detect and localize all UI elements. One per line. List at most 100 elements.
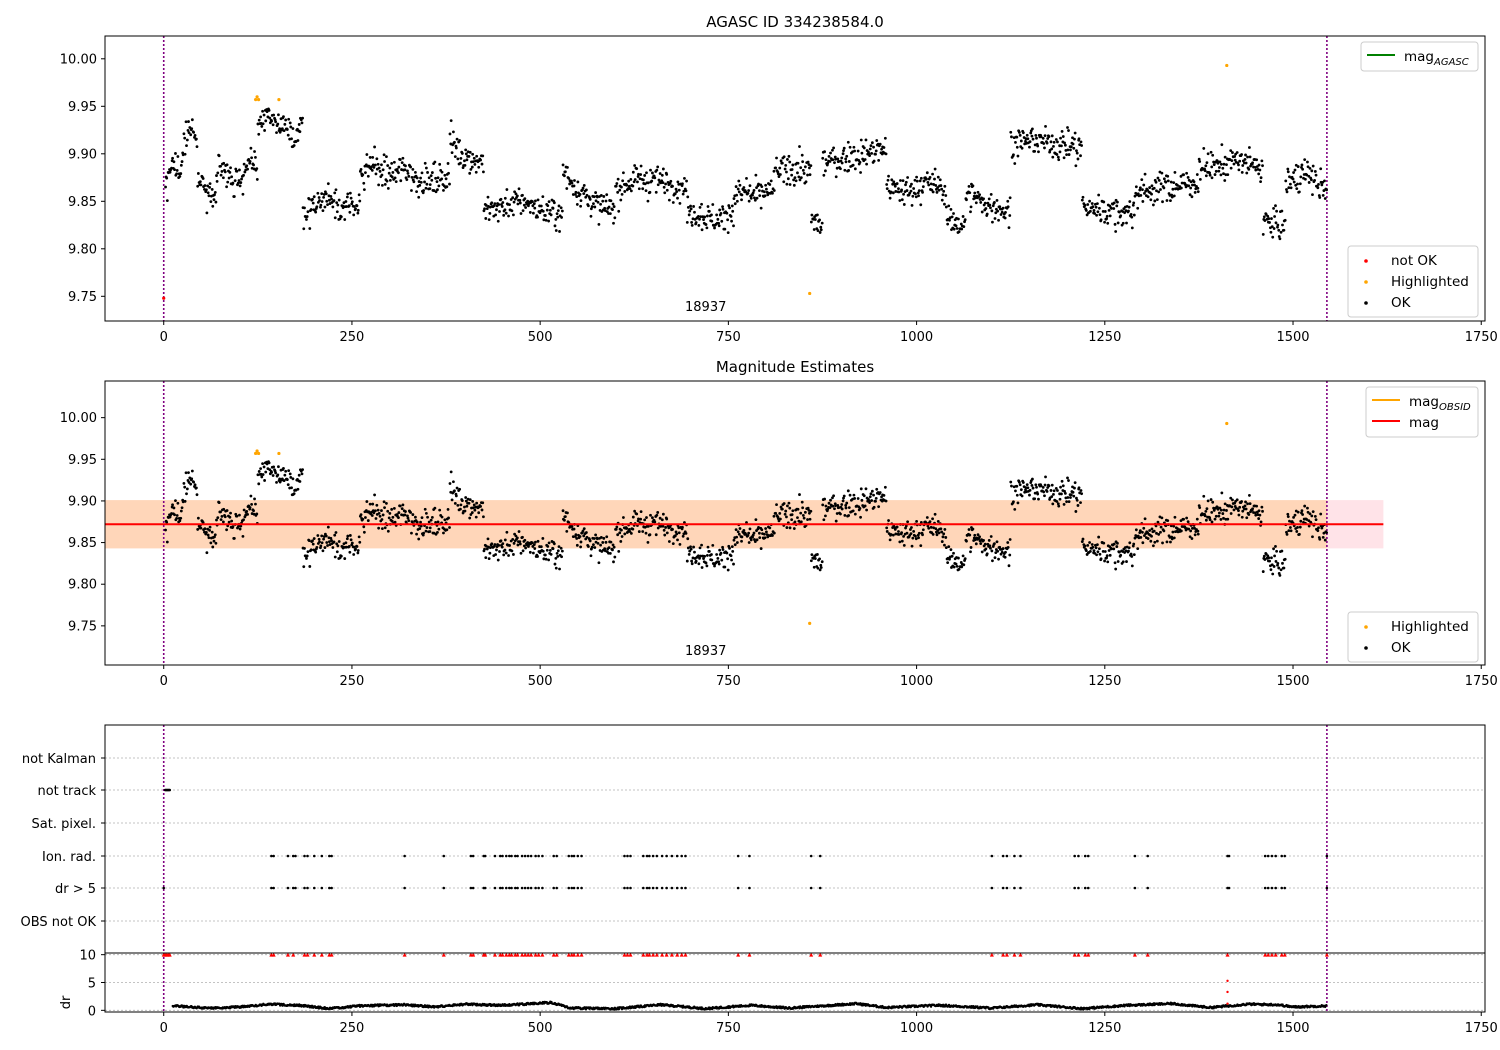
ok-point bbox=[490, 542, 494, 546]
ok-point bbox=[558, 230, 561, 233]
ok-point bbox=[417, 537, 421, 541]
flag-point bbox=[514, 886, 517, 890]
ok-point bbox=[248, 506, 252, 509]
ok-point bbox=[1088, 209, 1092, 213]
ok-point bbox=[944, 194, 948, 197]
ok-point bbox=[746, 534, 750, 537]
ok-point bbox=[547, 558, 551, 562]
ok-point bbox=[685, 559, 689, 563]
ok-point bbox=[1090, 543, 1094, 546]
ok-point bbox=[283, 122, 287, 126]
ok-point bbox=[657, 178, 661, 182]
flag-point bbox=[1270, 854, 1274, 858]
ok-point bbox=[772, 169, 776, 173]
ok-point bbox=[479, 504, 482, 508]
ok-point bbox=[636, 180, 639, 184]
ok-point bbox=[963, 218, 967, 222]
ok-point bbox=[1024, 139, 1027, 143]
flag-point bbox=[655, 886, 659, 890]
ok-point bbox=[174, 499, 177, 503]
flag-point bbox=[555, 886, 559, 890]
ok-point bbox=[468, 150, 472, 154]
flag-point bbox=[567, 854, 571, 858]
ok-point bbox=[522, 544, 526, 548]
ok-point bbox=[768, 183, 772, 186]
ok-point bbox=[800, 500, 804, 504]
ok-point bbox=[556, 555, 560, 558]
ok-point bbox=[282, 479, 286, 482]
ok-point bbox=[464, 152, 468, 156]
ok-point bbox=[1134, 185, 1138, 189]
ok-point bbox=[1305, 173, 1309, 177]
ok-point bbox=[187, 120, 190, 123]
flag-point bbox=[493, 854, 497, 858]
ok-point bbox=[1217, 169, 1221, 173]
ok-point bbox=[813, 557, 817, 560]
ok-point bbox=[868, 154, 871, 158]
ok-point bbox=[1248, 146, 1251, 149]
ok-point bbox=[524, 546, 528, 550]
ok-point bbox=[809, 509, 813, 513]
ok-point bbox=[282, 129, 286, 132]
ok-point bbox=[1288, 526, 1292, 529]
ok-point bbox=[974, 542, 978, 546]
ok-point bbox=[693, 210, 696, 214]
ok-point bbox=[810, 213, 814, 217]
ok-point bbox=[469, 167, 473, 171]
ok-point bbox=[884, 499, 888, 503]
ok-point bbox=[371, 163, 375, 167]
ok-point bbox=[406, 516, 410, 520]
ok-point bbox=[225, 509, 229, 512]
highlighted-point bbox=[256, 451, 261, 456]
ok-point bbox=[503, 208, 507, 212]
panel-title: Magnitude Estimates bbox=[716, 358, 874, 376]
ok-point bbox=[438, 162, 442, 166]
ok-point bbox=[517, 530, 521, 533]
ok-point bbox=[263, 479, 266, 482]
ok-point bbox=[315, 205, 319, 209]
ok-point bbox=[1148, 186, 1152, 189]
ok-point bbox=[1307, 524, 1311, 528]
ok-point bbox=[994, 211, 998, 215]
ok-point bbox=[1132, 213, 1136, 217]
flag-point bbox=[665, 854, 668, 858]
ok-point bbox=[179, 163, 183, 167]
ok-point bbox=[571, 535, 575, 539]
ok-point bbox=[1198, 177, 1202, 181]
flag-point bbox=[1266, 886, 1270, 890]
ok-point bbox=[285, 128, 289, 131]
y-tick-label: 10.00 bbox=[60, 411, 97, 426]
ok-point bbox=[668, 181, 672, 185]
ok-point bbox=[238, 168, 241, 172]
ok-point bbox=[250, 502, 254, 506]
ok-point bbox=[289, 476, 293, 479]
ok-point bbox=[536, 555, 539, 558]
ok-point bbox=[236, 181, 240, 185]
ok-point bbox=[305, 215, 309, 218]
ok-point bbox=[846, 140, 850, 144]
ok-point bbox=[663, 533, 667, 537]
ok-point bbox=[1043, 134, 1047, 138]
ok-point bbox=[497, 203, 501, 206]
ok-point bbox=[547, 541, 551, 545]
ok-point bbox=[356, 551, 360, 555]
ok-point bbox=[824, 504, 828, 508]
y-tick-label: 9.90 bbox=[68, 494, 97, 509]
ok-point bbox=[1155, 198, 1159, 202]
ok-point bbox=[820, 221, 824, 225]
ok-point bbox=[1187, 527, 1191, 531]
ok-point bbox=[925, 516, 929, 519]
ok-point bbox=[689, 547, 693, 551]
ok-point bbox=[376, 162, 380, 166]
ok-point bbox=[411, 513, 415, 516]
ok-point bbox=[222, 507, 226, 511]
ok-point bbox=[726, 218, 730, 222]
ok-point bbox=[812, 228, 816, 231]
ok-point bbox=[738, 183, 742, 187]
ok-point bbox=[677, 531, 681, 535]
ok-point bbox=[929, 182, 933, 186]
ok-point bbox=[1072, 146, 1076, 150]
ok-point bbox=[352, 553, 356, 556]
ok-point bbox=[1277, 235, 1281, 238]
ok-point bbox=[777, 175, 781, 178]
